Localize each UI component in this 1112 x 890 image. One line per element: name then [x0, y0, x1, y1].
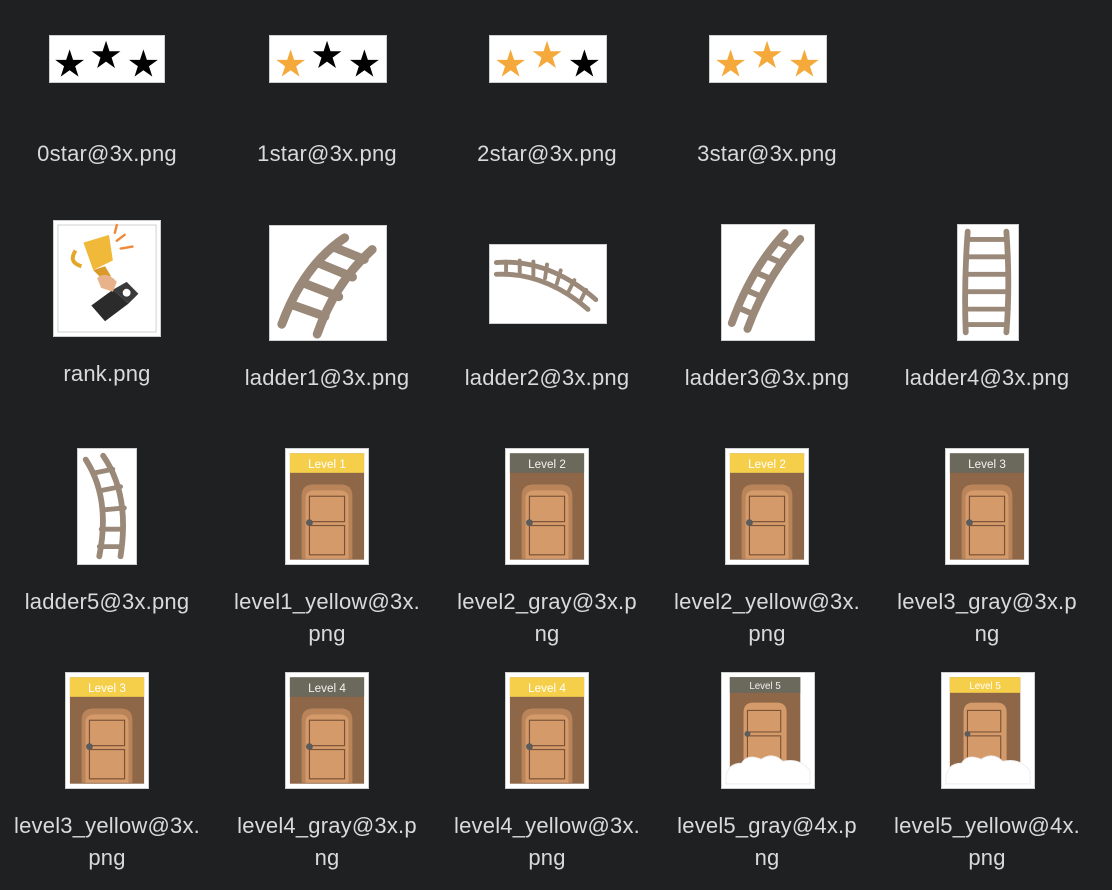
ladder-icon	[82, 452, 127, 560]
file-name: level3_yellow@3x. png	[14, 813, 200, 870]
level-badge-label: Level 4	[528, 682, 566, 695]
thumbnail-level1-yellow: Level 1	[285, 448, 369, 565]
file-name: ladder2@3x.png	[464, 365, 630, 390]
file-name: level5_yellow@4x. png	[894, 813, 1080, 870]
level-badge-label: Level 1	[308, 458, 346, 471]
thumbnail-level5-yellow: Level 5	[941, 672, 1035, 789]
file-name: level2_gray@3x.p ng	[457, 589, 637, 646]
thumbnail-1star	[269, 35, 387, 83]
ladder-icon	[493, 258, 599, 312]
stars-image	[276, 40, 379, 77]
door-icon: Level 3	[69, 677, 145, 784]
file-name: rank.png	[63, 361, 151, 386]
level-badge-label: Level 3	[968, 458, 1006, 471]
thumbnail-ladder3	[721, 224, 815, 341]
file-name: level3_gray@3x.p ng	[897, 589, 1077, 646]
thumbnail-ladder2	[489, 244, 607, 324]
thumbnail-ladder4	[957, 224, 1019, 341]
stars-image	[716, 40, 819, 77]
thumbnail-rank	[53, 220, 161, 337]
file-name: ladder1@3x.png	[244, 365, 410, 390]
level-badge-label: Level 5	[969, 681, 1001, 692]
file-name: level1_yellow@3x. png	[234, 589, 420, 646]
file-name: 0star@3x.png	[37, 141, 177, 166]
thumbnail-2star	[489, 35, 607, 83]
file-name: level2_yellow@3x. png	[674, 589, 860, 646]
trophy-icon	[57, 223, 157, 333]
door-icon: Level 4	[289, 677, 365, 784]
ladder-icon	[727, 229, 805, 333]
thumbnail-ladder1	[269, 225, 387, 341]
ladder-icon	[962, 228, 1012, 336]
thumbnail-level3-gray: Level 3	[945, 448, 1029, 565]
level-badge-label: Level 2	[528, 458, 566, 471]
thumbnail-3star	[709, 35, 827, 83]
level-badge-label: Level 4	[308, 682, 346, 695]
thumbnail-level2-gray: Level 2	[505, 448, 589, 565]
door-icon: Level 2	[509, 453, 585, 560]
stars-image	[55, 40, 158, 77]
thumbnail-level2-yellow: Level 2	[725, 448, 809, 565]
door-icon: Level 1	[289, 453, 365, 560]
stars-image	[496, 40, 599, 77]
file-name: ladder3@3x.png	[684, 365, 850, 390]
file-name: ladder5@3x.png	[24, 589, 190, 614]
thumbnail-level5-gray: Level 5	[721, 672, 815, 789]
door-icon: Level 5	[945, 677, 1031, 785]
door-icon: Level 5	[725, 677, 811, 785]
file-name: level4_gray@3x.p ng	[237, 813, 417, 870]
level-badge-label: Level 3	[88, 682, 126, 695]
file-name: 1star@3x.png	[257, 141, 397, 166]
file-name: level5_gray@4x.p ng	[677, 813, 857, 870]
file-name: 2star@3x.png	[477, 141, 617, 166]
thumbnail-ladder5	[77, 448, 137, 565]
file-name: ladder4@3x.png	[904, 365, 1070, 390]
thumbnail-0star	[49, 35, 165, 83]
thumbnail-level4-yellow: Level 4	[505, 672, 589, 789]
file-name: 3star@3x.png	[697, 141, 837, 166]
level-badge-label: Level 2	[748, 458, 786, 471]
thumbnail-level3-yellow: Level 3	[65, 672, 149, 789]
ladder-icon	[277, 233, 377, 339]
door-icon: Level 2	[729, 453, 805, 560]
door-icon: Level 3	[949, 453, 1025, 560]
file-name: level4_yellow@3x. png	[454, 813, 640, 870]
door-icon: Level 4	[509, 677, 585, 784]
thumbnail-level4-gray: Level 4	[285, 672, 369, 789]
level-badge-label: Level 5	[749, 681, 781, 692]
